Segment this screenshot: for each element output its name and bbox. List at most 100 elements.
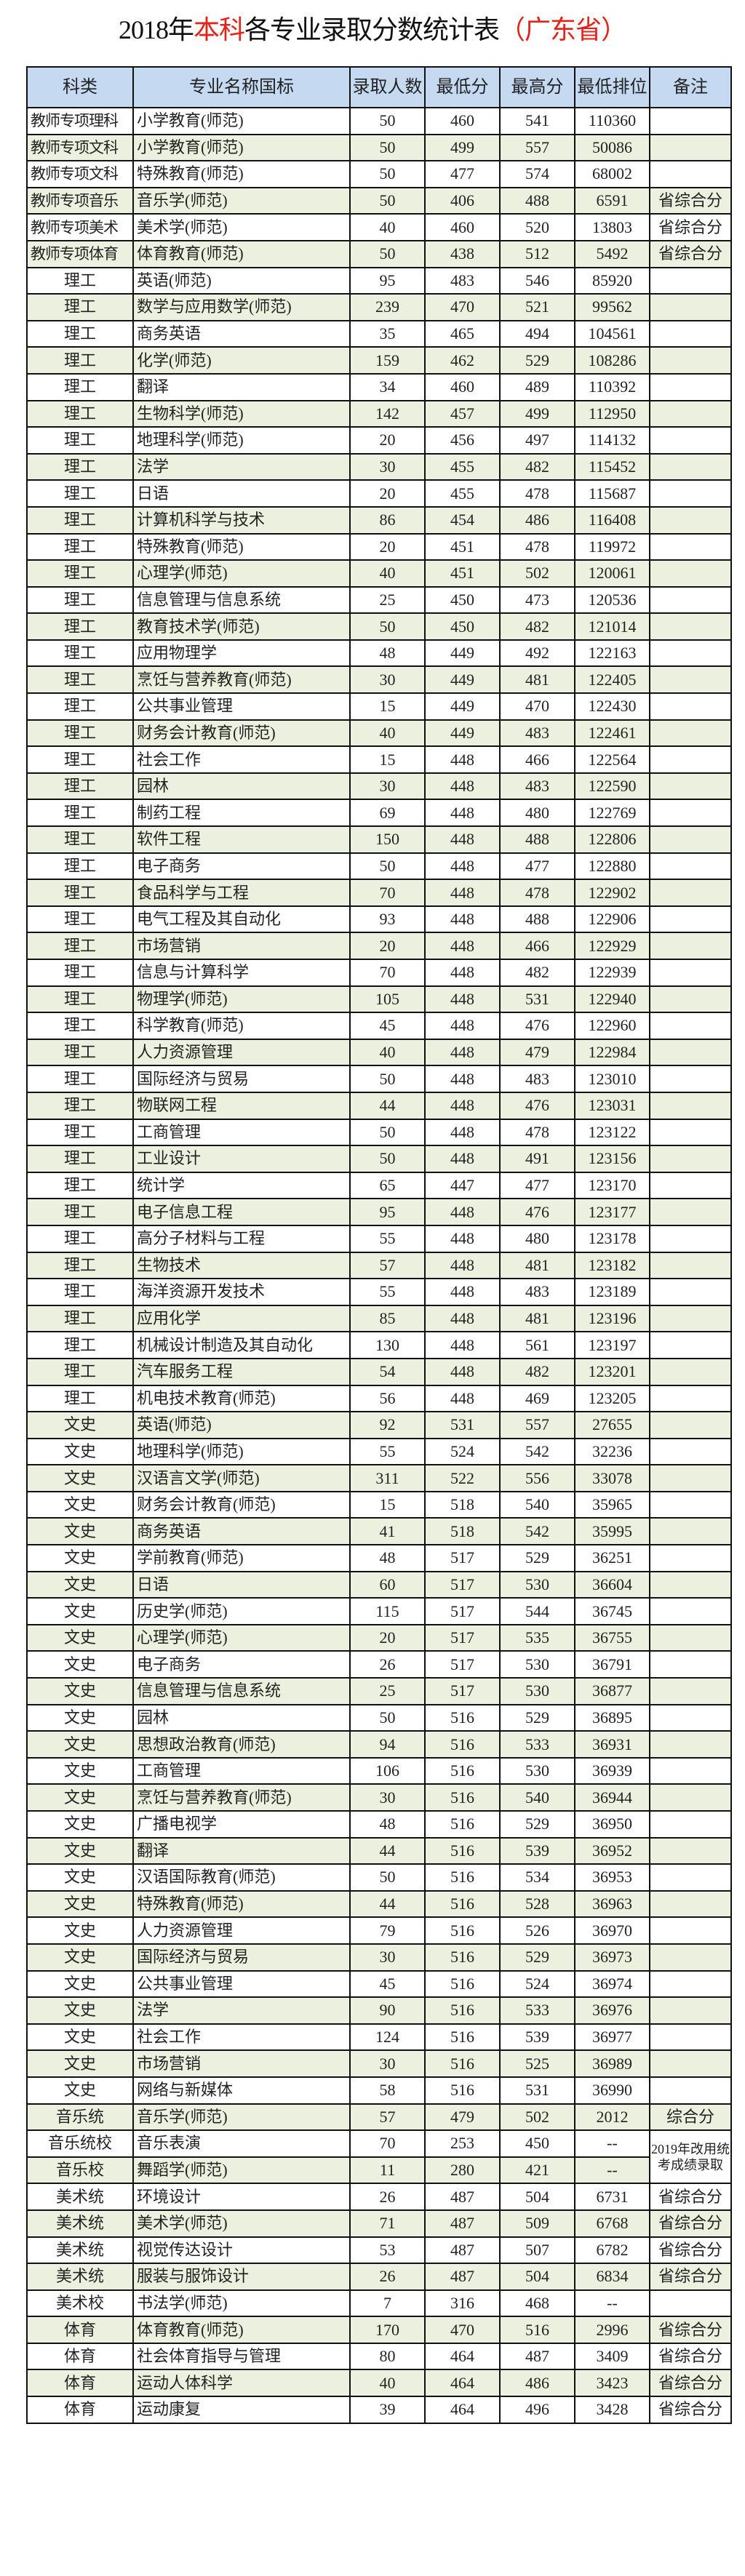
min-rank-cell: 35995	[574, 1517, 650, 1546]
category-cell: 文史	[26, 1517, 134, 1546]
category-cell: 理工	[26, 293, 134, 321]
min-rank-cell: 6591	[574, 186, 650, 215]
admitted-count-cell: 69	[349, 799, 426, 828]
category-cell: 教师专项理科	[26, 107, 134, 135]
max-score-cell: 481	[499, 1251, 575, 1280]
min-rank-cell: 36989	[574, 2049, 650, 2078]
admitted-count-cell: 85	[349, 1304, 426, 1333]
note-cell: 省综合分	[649, 2263, 732, 2291]
note-cell	[649, 1544, 732, 1572]
admitted-count-cell: 20	[349, 426, 426, 455]
min-score-cell: 517	[424, 1677, 501, 1705]
note-cell	[649, 905, 732, 934]
max-score-cell: 469	[499, 1384, 575, 1413]
major-cell: 视觉传达设计	[132, 2236, 351, 2265]
major-cell: 日语	[132, 1570, 351, 1599]
max-score-cell: 483	[499, 719, 575, 748]
note-cell	[649, 266, 732, 295]
admitted-count-cell: 48	[349, 1810, 426, 1839]
major-cell: 英语(师范)	[132, 1411, 351, 1439]
max-score-cell: 466	[499, 745, 575, 774]
min-rank-cell: 36604	[574, 1570, 650, 1599]
table-row: 文史 思想政治教育(师范) 94 516 533 36931	[26, 1730, 732, 1759]
table-row: 理工 翻译 34 460 489 110392	[26, 372, 732, 401]
major-cell: 汉语言文学(师范)	[132, 1464, 351, 1492]
table-row: 理工 机电技术教育(师范) 56 448 469 123205	[26, 1384, 732, 1413]
max-score-cell: 574	[499, 160, 575, 188]
major-cell: 特殊教育(师范)	[132, 532, 351, 561]
major-cell: 烹饪与营养教育(师范)	[132, 1783, 351, 1812]
admitted-count-cell: 30	[349, 772, 426, 801]
category-cell: 音乐统	[26, 2103, 134, 2132]
min-rank-cell: 68002	[574, 160, 650, 188]
note-cell	[649, 745, 732, 774]
min-rank-cell: 6834	[574, 2263, 650, 2291]
min-rank-cell: 36973	[574, 1943, 650, 1972]
note-cell	[649, 107, 732, 135]
major-cell: 信息与计算科学	[132, 959, 351, 987]
min-score-cell: 280	[424, 2156, 501, 2185]
major-cell: 汉语国际教育(师范)	[132, 1863, 351, 1892]
note-cell	[649, 799, 732, 828]
category-cell: 理工	[26, 1251, 134, 1280]
table-row: 理工 公共事业管理 15 449 470 122430	[26, 692, 732, 721]
max-score-cell: 530	[499, 1650, 575, 1679]
admitted-count-cell: 58	[349, 2076, 426, 2105]
note-cell	[649, 1650, 732, 1679]
major-cell: 生物科学(师范)	[132, 399, 351, 428]
min-score-cell: 457	[424, 399, 501, 428]
admitted-count-cell: 15	[349, 1490, 426, 1519]
major-cell: 翻译	[132, 372, 351, 401]
major-cell: 食品科学与工程	[132, 879, 351, 907]
admitted-count-cell: 15	[349, 745, 426, 774]
category-cell: 文史	[26, 1836, 134, 1865]
max-score-cell: 512	[499, 239, 575, 268]
note-cell	[649, 2023, 732, 2052]
min-score-cell: 448	[424, 799, 501, 828]
admitted-count-cell: 130	[349, 1331, 426, 1359]
table-row: 美术统 视觉传达设计 53 487 507 6782 省综合分	[26, 2236, 732, 2265]
table-row: 理工 食品科学与工程 70 448 478 122902	[26, 879, 732, 907]
table-row: 教师专项理科 小学教育(师范) 50 460 541 110360	[26, 107, 732, 135]
note-cell: 省综合分	[649, 213, 732, 241]
min-rank-cell: 123201	[574, 1357, 650, 1386]
major-cell: 地理科学(师范)	[132, 1437, 351, 1466]
note-cell	[649, 1889, 732, 1919]
note-cell: 省综合分	[649, 2342, 732, 2371]
min-rank-cell: 123196	[574, 1304, 650, 1333]
admitted-count-cell: 41	[349, 1517, 426, 1546]
major-cell: 环境设计	[132, 2183, 351, 2211]
admitted-count-cell: 30	[349, 665, 426, 695]
min-rank-cell: 36251	[574, 1544, 650, 1572]
major-cell: 特殊教育(师范)	[132, 160, 351, 188]
note-cell	[649, 1996, 732, 2025]
admitted-count-cell: 54	[349, 1357, 426, 1386]
category-cell: 理工	[26, 612, 134, 641]
min-score-cell: 455	[424, 452, 501, 481]
max-score-cell: 531	[499, 2076, 575, 2105]
min-rank-cell: 120536	[574, 585, 650, 615]
max-score-cell: 533	[499, 1730, 575, 1759]
admitted-count-cell: 35	[349, 319, 426, 348]
table-row: 理工 数学与应用数学(师范) 239 470 521 99562	[26, 293, 732, 321]
max-score-cell: 486	[499, 2369, 575, 2398]
category-cell: 理工	[26, 772, 134, 801]
table-row: 文史 信息管理与信息系统 25 517 530 36877	[26, 1677, 732, 1705]
category-cell: 理工	[26, 266, 134, 295]
table-row: 理工 国际经济与贸易 50 448 483 123010	[26, 1065, 732, 1093]
category-cell: 文史	[26, 1677, 134, 1705]
admitted-count-cell: 239	[349, 293, 426, 321]
max-score-cell: 556	[499, 1464, 575, 1492]
note-cell	[649, 532, 732, 561]
category-cell: 美术校	[26, 2289, 134, 2318]
note-cell	[649, 1224, 732, 1253]
min-rank-cell: 119972	[574, 532, 650, 561]
header-major: 专业名称国标	[132, 66, 351, 108]
category-cell: 理工	[26, 1145, 134, 1173]
category-cell: 文史	[26, 1544, 134, 1572]
min-rank-cell: 110392	[574, 372, 650, 401]
admitted-count-cell: 70	[349, 959, 426, 987]
major-cell: 数学与应用数学(师范)	[132, 293, 351, 321]
max-score-cell: 478	[499, 1118, 575, 1147]
table-row: 理工 心理学(师范) 40 451 502 120061	[26, 559, 732, 588]
